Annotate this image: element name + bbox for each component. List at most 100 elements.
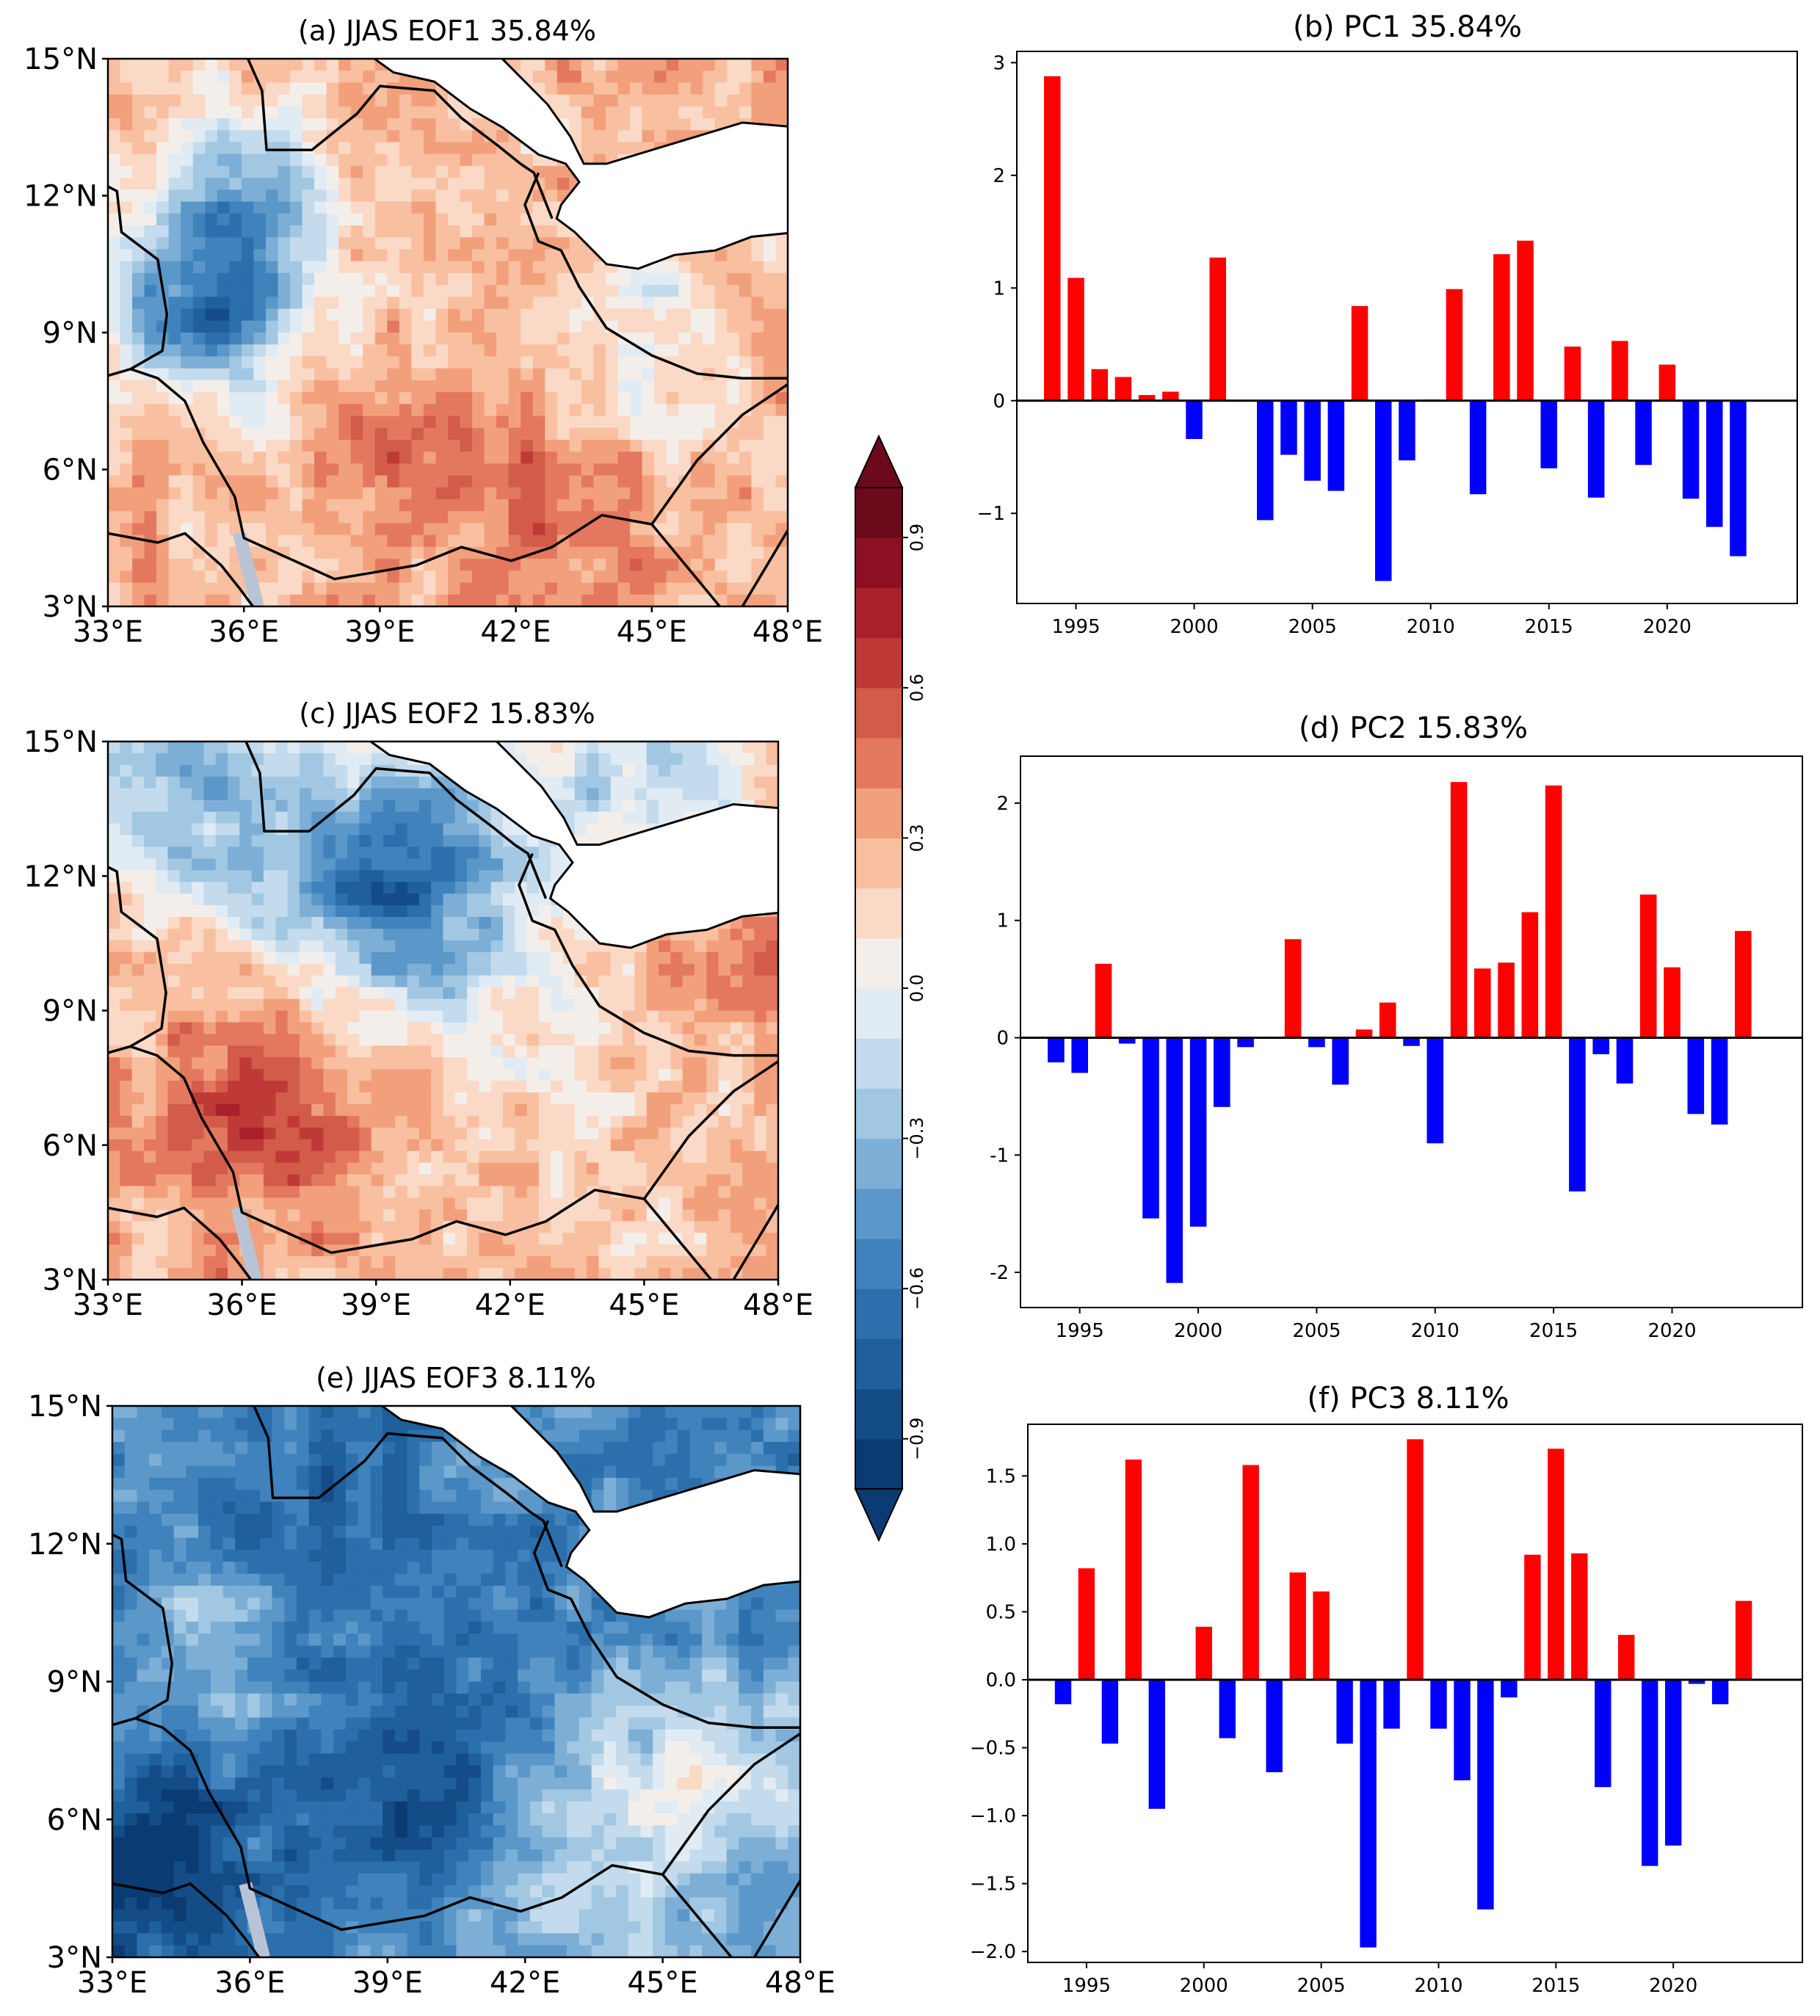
field-cell <box>659 811 672 824</box>
field-cell <box>569 320 582 333</box>
field-cell <box>120 118 133 131</box>
field-cell <box>562 1197 576 1211</box>
field-cell <box>654 285 667 298</box>
field-cell <box>472 427 485 440</box>
field-cell <box>666 308 679 322</box>
field-cell <box>521 153 534 167</box>
field-cell <box>411 297 424 310</box>
field-cell <box>538 1045 551 1058</box>
field-cell <box>323 823 336 836</box>
field-cell <box>617 427 631 440</box>
field-cell <box>251 1174 264 1187</box>
field-cell <box>581 499 595 512</box>
field-cell <box>454 1197 468 1211</box>
field-cell <box>532 356 546 369</box>
field-cell <box>205 380 218 393</box>
field-cell <box>526 975 540 988</box>
field-cell <box>144 82 157 95</box>
field-cell <box>108 380 121 393</box>
field-cell <box>556 356 570 369</box>
field-cell <box>335 1104 348 1117</box>
field-cell <box>646 788 659 801</box>
field-cell <box>215 823 228 836</box>
field-cell <box>418 1010 432 1023</box>
field-cell <box>302 261 315 274</box>
field-cell <box>323 975 336 988</box>
field-cell <box>460 178 473 191</box>
field-cell <box>654 427 667 440</box>
field-cell <box>556 333 570 345</box>
field-cell <box>167 1092 181 1105</box>
field-cell <box>251 1139 264 1152</box>
field-cell <box>192 1162 205 1175</box>
field-cell <box>581 356 595 369</box>
field-cell <box>521 178 534 191</box>
field-cell <box>490 1034 504 1047</box>
field-cell <box>203 835 217 848</box>
field-cell <box>253 392 267 405</box>
field-cell <box>718 1115 731 1128</box>
field-cell <box>374 582 388 595</box>
field-cell <box>521 499 534 512</box>
field-cell <box>167 963 181 976</box>
field-cell <box>581 570 595 584</box>
field-cell <box>521 463 534 476</box>
field-cell <box>156 320 170 333</box>
field-cell <box>338 499 352 512</box>
field-cell <box>374 463 388 476</box>
field-cell <box>448 130 461 143</box>
field-cell <box>431 951 444 965</box>
field-cell <box>347 1209 360 1222</box>
field-cell <box>484 487 497 500</box>
field-cell <box>545 213 558 226</box>
field-cell <box>350 118 363 131</box>
field-cell <box>694 1209 707 1222</box>
field-cell <box>431 823 444 836</box>
field-cell <box>395 1162 408 1175</box>
field-cell <box>299 1104 312 1117</box>
field-cell <box>569 499 582 512</box>
field-cell <box>156 356 170 369</box>
field-cell <box>742 764 755 777</box>
field-cell <box>302 487 315 500</box>
field-cell <box>192 753 205 766</box>
field-cell <box>205 487 218 500</box>
field-cell <box>143 905 156 918</box>
field-cell <box>515 1209 528 1222</box>
field-cell <box>727 380 740 393</box>
field-cell <box>215 776 228 789</box>
field-cell <box>606 94 619 107</box>
field-cell <box>290 285 303 298</box>
field-cell <box>108 249 121 262</box>
field-cell <box>374 344 388 358</box>
field-cell <box>460 499 473 512</box>
field-cell <box>108 929 121 941</box>
field-cell <box>718 951 731 965</box>
field-cell <box>443 1104 456 1117</box>
field-cell <box>569 487 582 500</box>
field-cell <box>263 835 276 848</box>
field-cell <box>314 153 327 167</box>
field-cell <box>508 189 521 203</box>
field-cell <box>460 201 473 214</box>
field-cell <box>132 201 145 214</box>
field-cell <box>181 511 194 524</box>
field-cell <box>598 753 612 766</box>
field-cell <box>763 534 777 548</box>
field-cell <box>515 858 528 871</box>
field-cell <box>479 1127 492 1140</box>
field-cell <box>215 1069 228 1081</box>
field-cell <box>690 261 703 274</box>
field-cell <box>192 333 206 345</box>
field-cell <box>574 1010 587 1023</box>
field-cell <box>363 356 376 369</box>
field-cell <box>751 237 764 250</box>
field-cell <box>593 94 606 107</box>
field-cell <box>108 776 121 789</box>
field-cell <box>323 1115 336 1128</box>
field-cell <box>411 392 424 405</box>
field-cell <box>610 1209 623 1222</box>
field-cell <box>496 392 510 405</box>
field-cell <box>694 1186 707 1199</box>
field-cell <box>754 1197 767 1211</box>
